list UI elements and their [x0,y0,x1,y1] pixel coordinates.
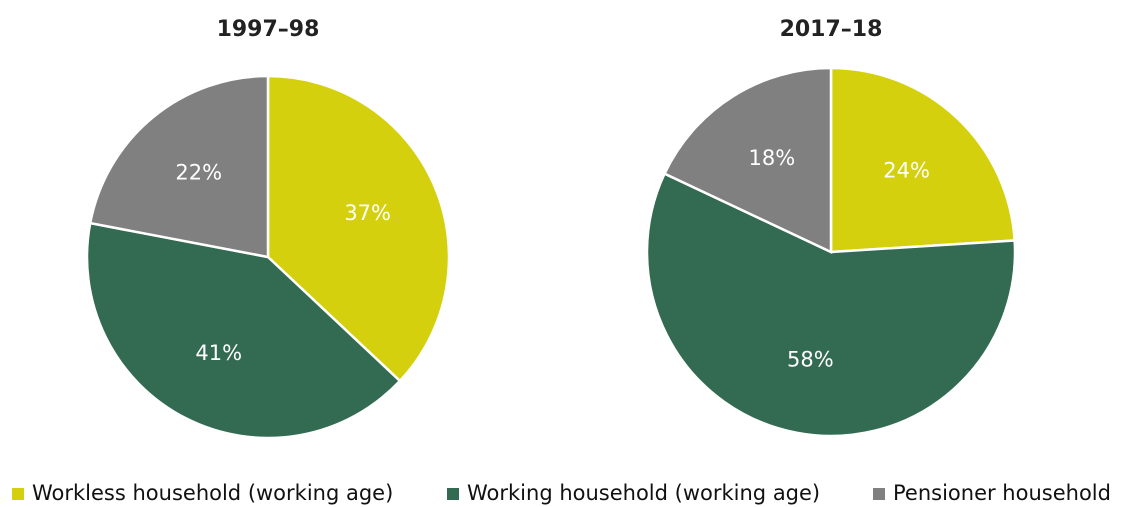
pie-slice [85,221,402,440]
legend-swatch [873,488,885,500]
slice-label: 18% [749,146,796,170]
slice-label: 24% [883,159,930,183]
legend-label: Working household (working age) [467,481,820,505]
slice-label: 37% [344,201,391,225]
slice-label: 41% [195,341,242,365]
legend-swatch [12,488,24,500]
legend-label: Pensioner household [893,481,1111,505]
pie-slice [829,66,1016,254]
legend-swatch [447,488,459,500]
pie-slice [645,171,1017,438]
slice-label: 22% [175,160,222,184]
pie-slice [266,74,451,383]
chart-title: 2017–18 [780,17,883,42]
chart-title: 1997–98 [217,17,320,42]
slice-label: 58% [787,347,834,371]
legend-label: Workless household (working age) [32,481,393,505]
pie-slice [88,74,270,259]
pie-slice [662,66,833,254]
